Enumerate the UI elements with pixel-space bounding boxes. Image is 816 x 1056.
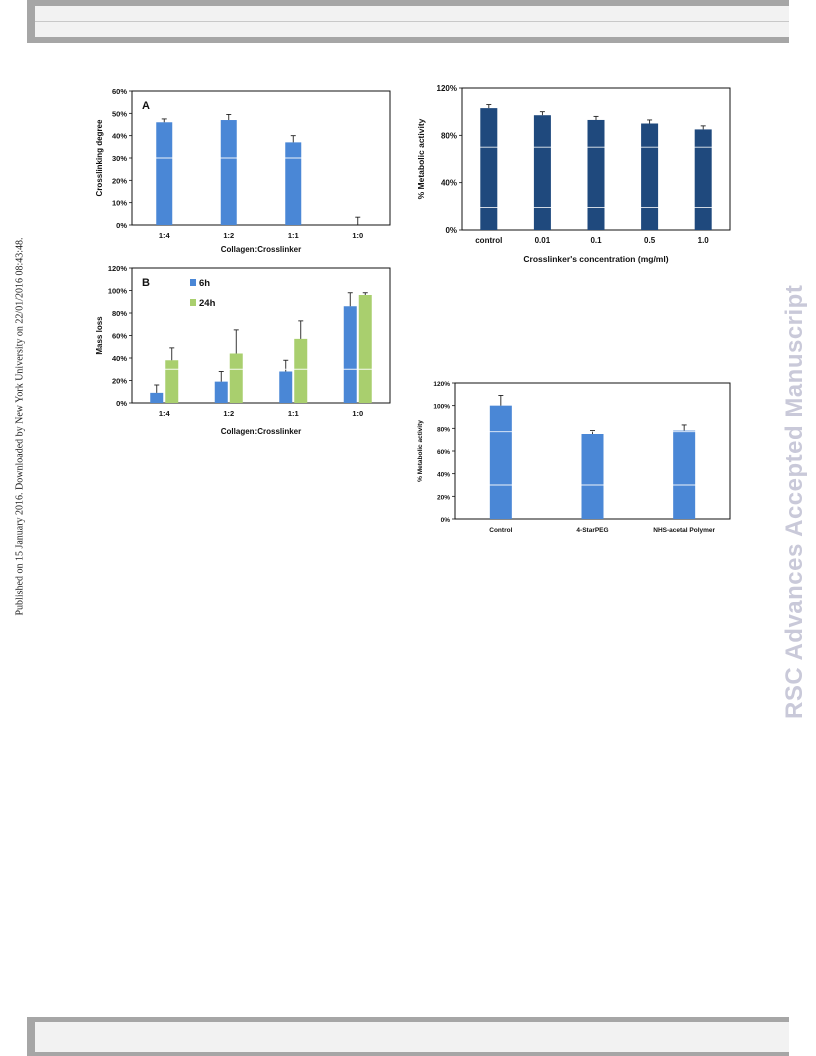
bar xyxy=(533,115,551,230)
y-axis-title: Crosslinking degree xyxy=(95,119,104,196)
x-tick-label: 1:1 xyxy=(288,231,299,240)
y-tick-label: 60% xyxy=(437,449,450,456)
x-tick-label: control xyxy=(475,236,502,245)
y-tick-label: 100% xyxy=(433,404,450,411)
panel-label: B xyxy=(142,277,150,289)
y-tick-label: 0% xyxy=(116,221,127,230)
bar-24h xyxy=(294,338,308,403)
panel-label: A xyxy=(142,100,150,112)
y-tick-label: 0% xyxy=(116,399,127,408)
x-tick-label: Control xyxy=(489,527,512,534)
bar-6h xyxy=(150,392,164,403)
x-tick-label: 0.1 xyxy=(590,236,602,245)
y-tick-label: 80% xyxy=(112,309,127,318)
y-tick-label: 40% xyxy=(112,132,127,141)
bar xyxy=(220,120,237,225)
y-tick-label: 100% xyxy=(108,287,128,296)
bar-6h xyxy=(279,371,293,403)
x-tick-label: 0.5 xyxy=(644,236,656,245)
bar xyxy=(285,142,302,225)
bar xyxy=(587,119,605,230)
y-tick-label: 80% xyxy=(441,131,457,140)
y-tick-label: 120% xyxy=(437,84,457,93)
y-tick-label: 40% xyxy=(437,472,450,479)
x-tick-label: 1:2 xyxy=(223,409,234,418)
bar-6h xyxy=(343,306,357,403)
bar xyxy=(673,430,696,519)
x-tick-label: 1:0 xyxy=(352,231,363,240)
bar-6h xyxy=(214,381,228,403)
bar xyxy=(641,123,659,230)
y-tick-label: 20% xyxy=(112,176,127,185)
y-tick-label: 50% xyxy=(112,109,127,118)
y-tick-label: 60% xyxy=(112,87,127,96)
x-tick-label: 1:4 xyxy=(159,409,171,418)
bottom-banner xyxy=(27,1017,789,1056)
chart-metabolic-activity-concentration: 0% 40% 80% 120% control 0.01 0.1 0.5 1.0 Crosslin… xyxy=(416,84,731,264)
x-tick-label: 1.0 xyxy=(698,236,710,245)
bar xyxy=(480,108,498,230)
top-banner xyxy=(27,0,789,43)
bar xyxy=(581,434,604,519)
y-tick-label: 120% xyxy=(433,381,450,388)
y-tick-label: 20% xyxy=(437,494,450,501)
x-tick-label: 1:1 xyxy=(288,409,299,418)
bottom-banner-inner xyxy=(35,1022,789,1052)
x-tick-label: 1:4 xyxy=(159,231,171,240)
y-tick-label: 0% xyxy=(445,226,457,235)
bar xyxy=(489,405,512,519)
manuscript-watermark: RSC Advances Accepted Manuscript xyxy=(781,284,808,719)
chart-mass-loss: 0% 20% 40% 60% 80% 100% 120% 1:4 1:2 1:1 1:0 B 6h 24h… xyxy=(95,264,391,436)
y-tick-label: 10% xyxy=(112,199,127,208)
x-tick-label: NHS-acetal Polymer xyxy=(653,527,715,534)
y-tick-label: 40% xyxy=(112,354,127,363)
legend-label: 6h xyxy=(199,278,210,289)
chart-crosslinking-degree: 0% 10% 20% 30% 40% 50% 60% 1:4 1:2 1:1 1:0 A Collage… xyxy=(95,87,391,254)
x-axis-title: Crosslinker's concentration (mg/ml) xyxy=(523,254,668,264)
published-note: Published on 15 January 2016. Downloaded… xyxy=(14,237,26,616)
top-banner-rule xyxy=(35,21,789,22)
legend-label: 24h xyxy=(199,298,216,309)
x-axis-title: Collagen:Crosslinker xyxy=(221,427,301,436)
y-tick-label: 120% xyxy=(108,264,128,273)
bar xyxy=(694,129,712,230)
y-axis-title: % Metabolic activity xyxy=(417,420,424,482)
bar xyxy=(156,122,173,225)
bar-24h xyxy=(358,295,372,403)
x-axis-title: Collagen:Crosslinker xyxy=(221,245,301,254)
x-tick-label: 0.01 xyxy=(535,236,551,245)
bar-24h xyxy=(229,353,243,403)
y-axis-title: % Metabolic activity xyxy=(416,118,426,199)
legend-swatch-24h xyxy=(190,299,196,306)
y-tick-label: 0% xyxy=(441,517,451,524)
bar-24h xyxy=(165,360,179,403)
chart-metabolic-activity-polymers: 0% 20% 40% 60% 80% 100% 120% Control 4-StarPEG NH… xyxy=(417,381,731,534)
y-tick-label: 20% xyxy=(112,377,127,386)
y-tick-label: 80% xyxy=(437,426,450,433)
y-tick-label: 30% xyxy=(112,154,127,163)
y-tick-label: 60% xyxy=(112,332,127,341)
x-tick-label: 1:0 xyxy=(352,409,363,418)
legend-swatch-6h xyxy=(190,279,196,286)
x-tick-label: 4-StarPEG xyxy=(576,527,608,534)
y-tick-label: 40% xyxy=(441,179,457,188)
y-axis-title: Mass loss xyxy=(95,316,104,355)
x-tick-label: 1:2 xyxy=(223,231,234,240)
